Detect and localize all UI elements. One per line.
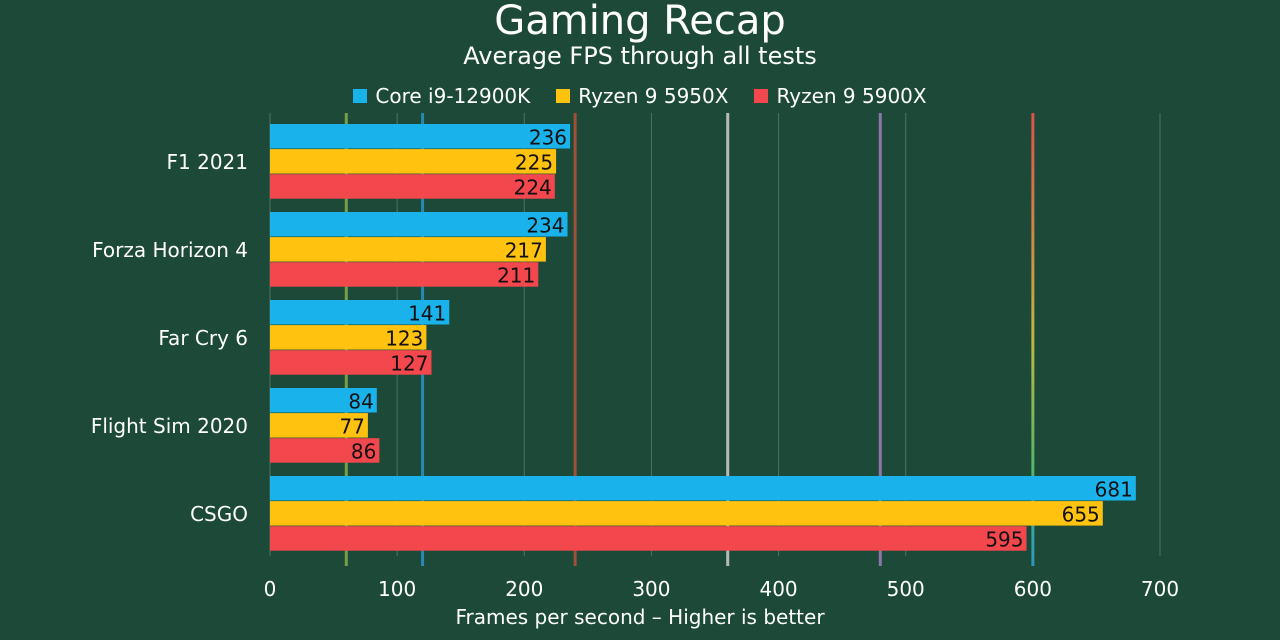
bar	[270, 237, 546, 262]
y-tick-label: CSGO	[190, 502, 248, 526]
reference-line	[726, 113, 730, 566]
legend: Core i9-12900K Ryzen 9 5950X Ryzen 9 590…	[0, 84, 1280, 108]
data-label: 595	[985, 528, 1023, 552]
x-tick-label: 500	[887, 577, 925, 601]
data-label: 86	[351, 440, 376, 464]
data-label: 211	[497, 264, 535, 288]
x-tick-label: 100	[378, 577, 416, 601]
bar	[270, 476, 1136, 501]
y-tick-label: Flight Sim 2020	[91, 414, 248, 438]
x-tick-label: 0	[264, 577, 277, 601]
data-label: 681	[1095, 478, 1133, 502]
bar	[270, 438, 380, 463]
chart-title: Gaming Recap	[494, 0, 786, 44]
legend-swatch	[754, 89, 769, 103]
bar	[270, 350, 432, 375]
x-tick-label: 600	[1014, 577, 1052, 601]
bar	[270, 413, 368, 438]
bar	[270, 526, 1027, 551]
data-label: 225	[515, 151, 553, 175]
bar	[270, 174, 555, 199]
reference-line	[573, 113, 577, 566]
reference-line	[1031, 113, 1035, 566]
data-label: 141	[408, 302, 446, 326]
x-tick-label: 700	[1141, 577, 1179, 601]
data-label: 77	[339, 415, 364, 439]
legend-item: Core i9-12900K	[353, 84, 530, 108]
x-tick-label: 300	[632, 577, 670, 601]
data-label: 127	[390, 352, 428, 376]
legend-label: Core i9-12900K	[375, 84, 531, 108]
bar	[270, 388, 377, 413]
data-label: 234	[526, 214, 564, 238]
legend-swatch	[556, 89, 571, 103]
x-tick-label: 200	[505, 577, 543, 601]
data-label: 655	[1062, 503, 1100, 527]
x-axis-label: Frames per second – Higher is better	[455, 605, 825, 629]
data-label: 236	[529, 126, 567, 150]
chart-subtitle: Average FPS through all tests	[463, 42, 817, 70]
legend-label: Ryzen 9 5950X	[578, 84, 729, 108]
x-tick-label: 400	[759, 577, 797, 601]
bar	[270, 300, 450, 325]
legend-label: Ryzen 9 5900X	[776, 84, 927, 108]
data-label: 224	[514, 176, 552, 200]
bar	[270, 325, 427, 350]
data-label: 84	[348, 390, 373, 414]
bar	[270, 501, 1103, 526]
legend-item: Ryzen 9 5950X	[556, 84, 728, 108]
y-tick-label: F1 2021	[167, 150, 248, 174]
data-label: 123	[385, 327, 423, 351]
data-label: 217	[505, 239, 543, 263]
bar	[270, 149, 557, 174]
bar	[270, 262, 539, 287]
y-tick-label: Forza Horizon 4	[92, 238, 248, 262]
y-tick-label: Far Cry 6	[158, 326, 248, 350]
legend-item: Ryzen 9 5900X	[754, 84, 927, 108]
reference-line	[878, 113, 882, 566]
legend-swatch	[353, 89, 368, 103]
bar	[270, 212, 568, 237]
bar	[270, 124, 571, 149]
